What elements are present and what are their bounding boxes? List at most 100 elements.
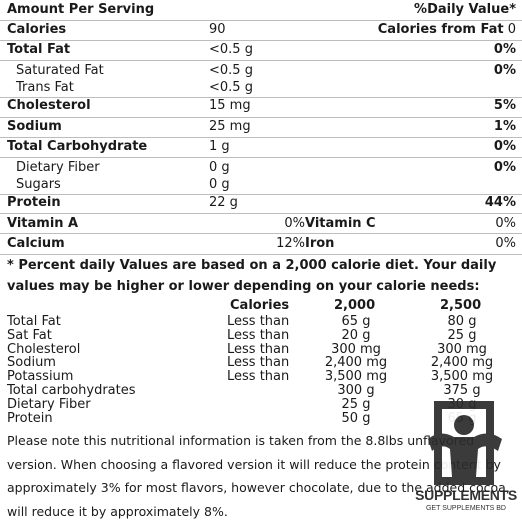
table-cell-2000: 50 g — [341, 410, 371, 426]
table-cell-2500: 25 g — [447, 327, 477, 343]
table-cell-2000: 20 g — [341, 327, 371, 343]
table-cell-nutrient: Sodium — [7, 355, 56, 371]
nutrient-amount: <0.5 g — [209, 42, 253, 57]
table-cell-2000: 25 g — [341, 396, 371, 412]
table-cell-2000: 3,500 mg — [324, 369, 388, 385]
calories-row: Calories 90 Calories from Fat 0 — [0, 20, 522, 40]
divider — [0, 60, 522, 61]
mineral-value: 0% — [495, 236, 516, 251]
nutrient-row-total-fat: Total Fat <0.5 g 0% — [0, 40, 522, 60]
nutrient-row-protein: Protein 22 g 44% — [0, 193, 522, 213]
nutrient-dv: 1% — [493, 119, 516, 134]
divider — [0, 40, 522, 41]
nutrient-amount: <0.5 g — [209, 63, 253, 78]
table-cell-2500: 300 mg — [437, 341, 487, 357]
calories-value: 90 — [209, 22, 226, 37]
daily-value-label: %Daily Value* — [414, 2, 516, 17]
nutrient-dv: 0% — [493, 160, 516, 175]
nutrient-label: Sodium — [7, 119, 62, 134]
table-cell-nutrient: Cholesterol — [7, 341, 81, 357]
table-cell-nutrient: Protein — [7, 410, 53, 426]
nutrient-amount: 1 g — [209, 139, 230, 154]
nutrient-dv: 0% — [493, 42, 516, 57]
nutrient-amount: <0.5 g — [209, 80, 253, 95]
divider — [0, 233, 522, 234]
divider — [0, 194, 522, 195]
table-header-2000: 2,000 — [334, 298, 376, 313]
table-cell-qualifier: Less than — [227, 369, 290, 385]
calories-label: Calories — [7, 22, 67, 37]
table-cell-qualifier: Less than — [227, 314, 290, 329]
table-cell-qualifier: Less than — [227, 327, 290, 343]
mineral-row: Calcium 12% Iron 0% — [0, 234, 522, 254]
nutrient-row-total-carbohydrate: Total Carbohydrate 1 g 0% — [0, 137, 522, 157]
table-cell-2500: 375 g — [443, 383, 481, 398]
table-cell-2500: 80 g — [447, 314, 477, 329]
mineral-value: 12% — [276, 236, 305, 251]
nutrient-dv: 5% — [493, 98, 516, 113]
table-cell-2000: 300 mg — [331, 341, 381, 357]
calories-from-fat-label: Calories from Fat — [377, 22, 504, 37]
nutrient-label: Total Fat — [7, 42, 71, 57]
divider — [0, 117, 522, 118]
table-cell-nutrient: Dietary Fiber — [7, 396, 91, 412]
nutrient-label: Cholesterol — [7, 98, 91, 113]
table-header-calories: Calories — [230, 298, 290, 313]
nutrient-row-cholesterol: Cholesterol 15 mg 5% — [0, 96, 522, 116]
mineral-label: Calcium — [7, 236, 65, 251]
flavor-note: Please note this nutritional information… — [7, 433, 510, 519]
table-cell-nutrient: Total carbohydrates — [7, 383, 136, 398]
table-cell-2000: 65 g — [341, 314, 371, 329]
divider — [0, 137, 522, 138]
table-cell-qualifier: Less than — [227, 341, 290, 357]
vitamin-row: Vitamin A 0% Vitamin C 0% — [0, 214, 522, 234]
watermark: SUPPLEMENTS GET SUPPLEMENTS BD — [414, 399, 518, 517]
watermark-tagline: GET SUPPLEMENTS BD — [425, 505, 506, 512]
nutrient-dv: 0% — [493, 139, 516, 154]
nutrient-row-saturated-fat: Saturated Fat <0.5 g 0% — [0, 61, 522, 81]
nutrient-row-sodium: Sodium 25 mg 1% — [0, 117, 522, 137]
vitamin-label: Vitamin A — [7, 216, 79, 231]
table-header-2500: 2,500 — [440, 298, 482, 313]
nutrient-amount: 0 g — [209, 160, 230, 175]
table-cell-nutrient: Sat Fat — [7, 327, 52, 343]
mineral-label: Iron — [305, 236, 335, 251]
table-cell-2500: 2,400 mg — [430, 355, 494, 371]
divider — [0, 254, 522, 255]
nutrient-label: Sugars — [16, 177, 61, 192]
amount-per-serving-label: Amount Per Serving — [7, 2, 155, 17]
nutrient-dv: 44% — [484, 195, 516, 210]
nutrient-amount: 0 g — [209, 177, 230, 192]
watermark-brand: SUPPLEMENTS — [415, 487, 517, 503]
nutrient-amount: 15 mg — [209, 98, 251, 113]
table-cell-nutrient: Total Fat — [7, 314, 61, 329]
calories-from-fat-value: 0 — [507, 22, 516, 37]
nutrient-label: Total Carbohydrate — [7, 139, 148, 154]
header-row: Amount Per Serving %Daily Value* — [0, 0, 522, 20]
divider — [0, 97, 522, 98]
nutrient-label: Protein — [7, 195, 61, 210]
nutrient-row-dietary-fiber: Dietary Fiber 0 g 0% — [0, 158, 522, 178]
nutrient-amount: 22 g — [209, 195, 238, 210]
table-cell-2000: 300 g — [337, 383, 375, 398]
nutrient-row-trans-fat: Trans Fat <0.5 g — [0, 78, 522, 98]
table-cell-nutrient: Potassium — [7, 369, 74, 385]
vitamin-label: Vitamin C — [305, 216, 376, 231]
table-cell-qualifier: Less than — [227, 355, 290, 371]
nutrient-label: Saturated Fat — [16, 63, 104, 78]
nutrient-label: Dietary Fiber — [16, 160, 100, 175]
divider — [0, 20, 522, 21]
table-cell-2500: 3,500 mg — [430, 369, 494, 385]
percent-daily-footnote: * Percent daily Values are based on a 2,… — [7, 258, 497, 294]
nutrient-label: Trans Fat — [16, 80, 74, 95]
table-cell-2000: 2,400 mg — [324, 355, 388, 371]
divider — [0, 157, 522, 158]
divider — [0, 213, 522, 214]
bodybuilder-logo-icon — [428, 401, 502, 485]
nutrient-row-sugars: Sugars 0 g — [0, 175, 522, 195]
nutrient-amount: 25 mg — [209, 119, 251, 134]
vitamin-value: 0% — [495, 216, 516, 231]
vitamin-value: 0% — [284, 216, 305, 231]
nutrient-dv: 0% — [493, 63, 516, 78]
